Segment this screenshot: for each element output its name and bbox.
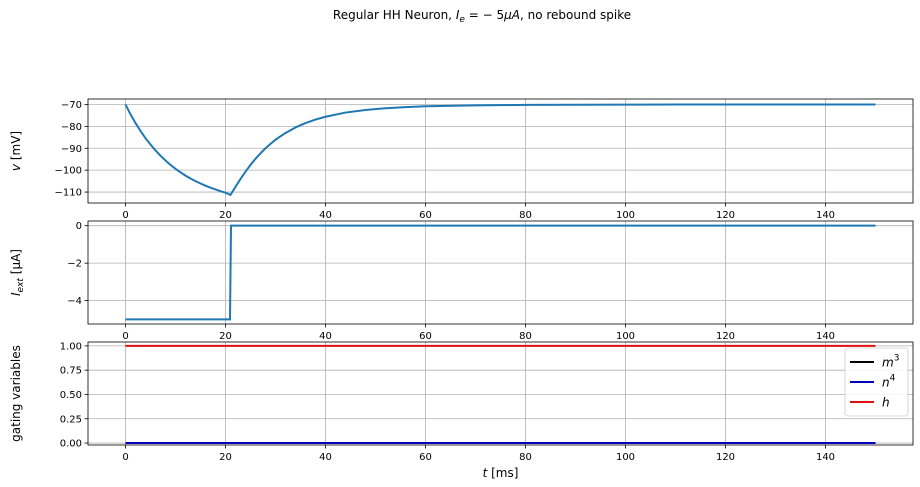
x-tick-label: 140 xyxy=(816,452,835,463)
x-tick-label: 120 xyxy=(716,210,735,221)
legend-box xyxy=(844,347,909,417)
legend-label-h: h xyxy=(882,396,890,410)
series-line-p2 xyxy=(125,224,876,321)
x-tick-label: 60 xyxy=(419,210,432,221)
x-axis-label: t [ms] xyxy=(483,466,519,480)
y-tick-label: 0.25 xyxy=(60,414,82,425)
chart-panel-1: 0 20 40 60 80 100 120 140 −70 −80 −90 −100 −110 v [mV… xyxy=(9,98,914,221)
y-tick-label: −4 xyxy=(67,296,82,307)
x-tick-label: 20 xyxy=(219,331,232,342)
x-tick-label: 40 xyxy=(319,331,332,342)
y-tick-label: 0 xyxy=(76,221,82,232)
y-tick-label: −110 xyxy=(55,188,82,199)
series-line-p1 xyxy=(124,103,876,197)
axes-frame xyxy=(87,220,914,325)
x-tick-label: 0 xyxy=(122,210,128,221)
legend-label-n: n4 xyxy=(882,374,896,390)
y-tick-label: 0.75 xyxy=(60,366,82,377)
x-tick-label: 80 xyxy=(519,210,532,221)
x-tick-label: 20 xyxy=(219,210,232,221)
y-tick-label: 0.00 xyxy=(60,439,82,450)
x-tick-label: 0 xyxy=(122,452,128,463)
x-tick-label: 100 xyxy=(616,331,635,342)
y-axis-label: Iext [μA] xyxy=(9,249,26,296)
legend-label-m: m3 xyxy=(882,354,899,370)
x-tick-label: 80 xyxy=(519,331,532,342)
chart-panel-3: 0 20 40 60 80 100 120 140 0.00 0.25 0.50 0.75 1.00 ga… xyxy=(9,341,914,480)
x-tick-label: 80 xyxy=(519,452,532,463)
x-tick-label: 60 xyxy=(419,331,432,342)
y-axis-label: gating variables xyxy=(9,345,23,442)
y-tick-label: 1.00 xyxy=(60,341,82,352)
x-tick-label: 120 xyxy=(716,452,735,463)
x-tick-label: 60 xyxy=(419,452,432,463)
x-tick-label: 100 xyxy=(616,452,635,463)
x-tick-label: 120 xyxy=(716,331,735,342)
x-tick-label: 0 xyxy=(122,331,128,342)
x-tick-label: 20 xyxy=(219,452,232,463)
axes-frame xyxy=(87,98,914,204)
y-axis-label: v [mV] xyxy=(9,131,23,171)
y-tick-label: −90 xyxy=(61,144,82,155)
axes-frame xyxy=(87,341,914,446)
x-tick-label: 100 xyxy=(616,210,635,221)
x-tick-label: 40 xyxy=(319,452,332,463)
figure-title: Regular HH Neuron, Ie = − 5μA, no reboun… xyxy=(333,8,631,25)
y-tick-label: −80 xyxy=(61,122,82,133)
y-tick-label: 0.50 xyxy=(60,390,82,401)
y-tick-label: −70 xyxy=(61,100,82,111)
x-tick-label: 40 xyxy=(319,210,332,221)
y-tick-label: −100 xyxy=(55,166,82,177)
chart-panel-2: 0 20 40 60 80 100 120 140 0 −2 −4 Iext [μA] xyxy=(9,220,914,342)
x-tick-label: 140 xyxy=(816,331,835,342)
x-tick-label: 140 xyxy=(816,210,835,221)
y-tick-label: −2 xyxy=(67,259,82,270)
